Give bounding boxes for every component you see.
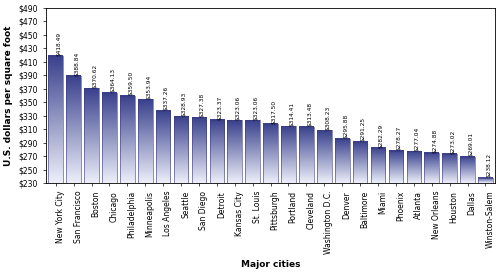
Bar	[66, 76, 81, 183]
Bar	[460, 157, 475, 183]
Text: $282.29: $282.29	[379, 123, 384, 147]
Bar	[102, 93, 117, 183]
Text: $274.88: $274.88	[432, 128, 438, 153]
Bar	[210, 120, 224, 183]
Bar	[138, 99, 152, 183]
Text: $277.04: $277.04	[414, 127, 420, 151]
Text: $269.01: $269.01	[468, 132, 473, 156]
Bar	[317, 130, 332, 183]
Text: $359.50: $359.50	[128, 71, 133, 95]
Text: $308.23: $308.23	[325, 106, 330, 130]
Text: $314.41: $314.41	[290, 102, 294, 126]
Bar	[370, 148, 386, 183]
Text: $327.38: $327.38	[200, 93, 205, 117]
Bar	[442, 154, 457, 183]
Bar	[406, 152, 421, 183]
Text: $323.37: $323.37	[218, 96, 223, 120]
Text: $337.26: $337.26	[164, 86, 169, 110]
Bar	[84, 88, 99, 183]
Text: $273.02: $273.02	[450, 129, 456, 154]
Bar	[120, 96, 134, 183]
Y-axis label: U.S. dollars per square foot: U.S. dollars per square foot	[4, 25, 13, 166]
Bar	[335, 139, 349, 183]
Text: $364.13: $364.13	[110, 68, 116, 92]
Text: $278.27: $278.27	[397, 126, 402, 150]
Bar	[353, 142, 368, 183]
Text: $353.94: $353.94	[146, 75, 151, 99]
Bar	[281, 126, 296, 183]
Text: $295.88: $295.88	[343, 114, 348, 138]
Text: $323.06: $323.06	[236, 96, 240, 120]
Text: $238.12: $238.12	[486, 153, 492, 177]
Text: $328.93: $328.93	[182, 92, 187, 116]
Bar	[299, 127, 314, 183]
Bar	[48, 56, 63, 183]
Text: $317.50: $317.50	[272, 100, 276, 124]
Bar	[388, 151, 404, 183]
Text: $291.25: $291.25	[361, 117, 366, 141]
X-axis label: Major cities: Major cities	[241, 260, 300, 269]
Bar	[192, 117, 206, 183]
Text: $313.48: $313.48	[308, 102, 312, 126]
Bar	[478, 178, 493, 183]
Text: $388.84: $388.84	[74, 51, 80, 76]
Bar	[424, 153, 439, 183]
Text: $323.06: $323.06	[254, 96, 258, 120]
Text: $370.62: $370.62	[92, 64, 98, 88]
Text: $418.49: $418.49	[56, 31, 62, 56]
Bar	[156, 111, 170, 183]
Bar	[228, 120, 242, 183]
Bar	[174, 116, 188, 183]
Bar	[264, 124, 278, 183]
Bar	[246, 120, 260, 183]
